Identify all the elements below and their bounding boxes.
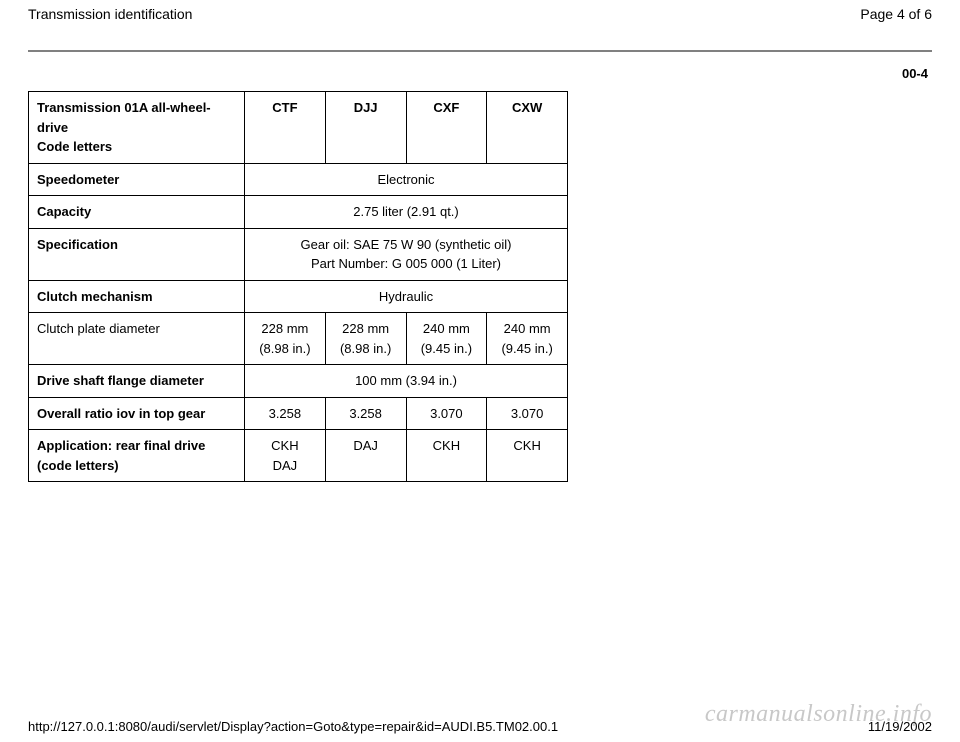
app-code: CKH <box>271 438 298 453</box>
value-in: (8.98 in.) <box>340 341 391 356</box>
table-row: Drive shaft flange diameter 100 mm (3.94… <box>29 365 568 398</box>
value-mm: 228 mm <box>342 321 389 336</box>
code-header: DJJ <box>325 92 406 164</box>
label-text: Transmission 01A all-wheel-drive <box>37 100 211 135</box>
cell-value: 228 mm (8.98 in.) <box>245 313 326 365</box>
row-label: Drive shaft flange diameter <box>29 365 245 398</box>
cell-value: CKH DAJ <box>245 430 326 482</box>
value-mm: 228 mm <box>261 321 308 336</box>
cell-value: Hydraulic <box>245 280 568 313</box>
code-header: CXW <box>487 92 568 164</box>
cell-value: Electronic <box>245 163 568 196</box>
table-row: Clutch mechanism Hydraulic <box>29 280 568 313</box>
cell-value: 240 mm (9.45 in.) <box>406 313 487 365</box>
cell-value: DAJ <box>325 430 406 482</box>
code-header: CXF <box>406 92 487 164</box>
footer-url: http://127.0.0.1:8080/audi/servlet/Displ… <box>28 719 558 734</box>
cell-value: 2.75 liter (2.91 qt.) <box>245 196 568 229</box>
section-number: 00-4 <box>28 66 932 81</box>
header-title: Transmission identification <box>28 6 192 22</box>
specification-table: Transmission 01A all-wheel-drive Code le… <box>28 91 568 482</box>
label-text: Application: rear final drive <box>37 438 205 453</box>
cell-value: 100 mm (3.94 in.) <box>245 365 568 398</box>
table-row: Application: rear final drive (code lett… <box>29 430 568 482</box>
table-row: Specification Gear oil: SAE 75 W 90 (syn… <box>29 228 568 280</box>
code-header: CTF <box>245 92 326 164</box>
cell-value: Gear oil: SAE 75 W 90 (synthetic oil) Pa… <box>245 228 568 280</box>
value-in: (9.45 in.) <box>501 341 552 356</box>
page-header: Transmission identification Page 4 of 6 <box>28 0 932 22</box>
header-page-indicator: Page 4 of 6 <box>860 6 932 22</box>
spec-line: Part Number: G 005 000 (1 Liter) <box>311 256 501 271</box>
row-label: Speedometer <box>29 163 245 196</box>
row-label: Application: rear final drive (code lett… <box>29 430 245 482</box>
spec-line: Gear oil: SAE 75 W 90 (synthetic oil) <box>301 237 512 252</box>
app-code: DAJ <box>273 458 298 473</box>
value-in: (8.98 in.) <box>259 341 310 356</box>
cell-value: 3.070 <box>487 397 568 430</box>
table-row: Transmission 01A all-wheel-drive Code le… <box>29 92 568 164</box>
document-page: Transmission identification Page 4 of 6 … <box>0 0 960 742</box>
row-label: Overall ratio iov in top gear <box>29 397 245 430</box>
table-row: Capacity 2.75 liter (2.91 qt.) <box>29 196 568 229</box>
row-label: Capacity <box>29 196 245 229</box>
row-label: Specification <box>29 228 245 280</box>
cell-value: CKH <box>487 430 568 482</box>
value-mm: 240 mm <box>504 321 551 336</box>
footer-date: 11/19/2002 <box>868 719 932 734</box>
page-footer: http://127.0.0.1:8080/audi/servlet/Displ… <box>28 719 932 734</box>
label-text: (code letters) <box>37 458 119 473</box>
cell-value: 240 mm (9.45 in.) <box>487 313 568 365</box>
label-text: Code letters <box>37 139 112 154</box>
cell-value: CKH <box>406 430 487 482</box>
row-label: Clutch plate diameter <box>29 313 245 365</box>
table-row: Speedometer Electronic <box>29 163 568 196</box>
table-row: Overall ratio iov in top gear 3.258 3.25… <box>29 397 568 430</box>
cell-value: 228 mm (8.98 in.) <box>325 313 406 365</box>
row-label: Clutch mechanism <box>29 280 245 313</box>
value-mm: 240 mm <box>423 321 470 336</box>
cell-value: 3.258 <box>245 397 326 430</box>
cell-value: 3.258 <box>325 397 406 430</box>
divider <box>28 50 932 52</box>
cell-value: 3.070 <box>406 397 487 430</box>
row-label: Transmission 01A all-wheel-drive Code le… <box>29 92 245 164</box>
value-in: (9.45 in.) <box>421 341 472 356</box>
table-row: Clutch plate diameter 228 mm (8.98 in.) … <box>29 313 568 365</box>
